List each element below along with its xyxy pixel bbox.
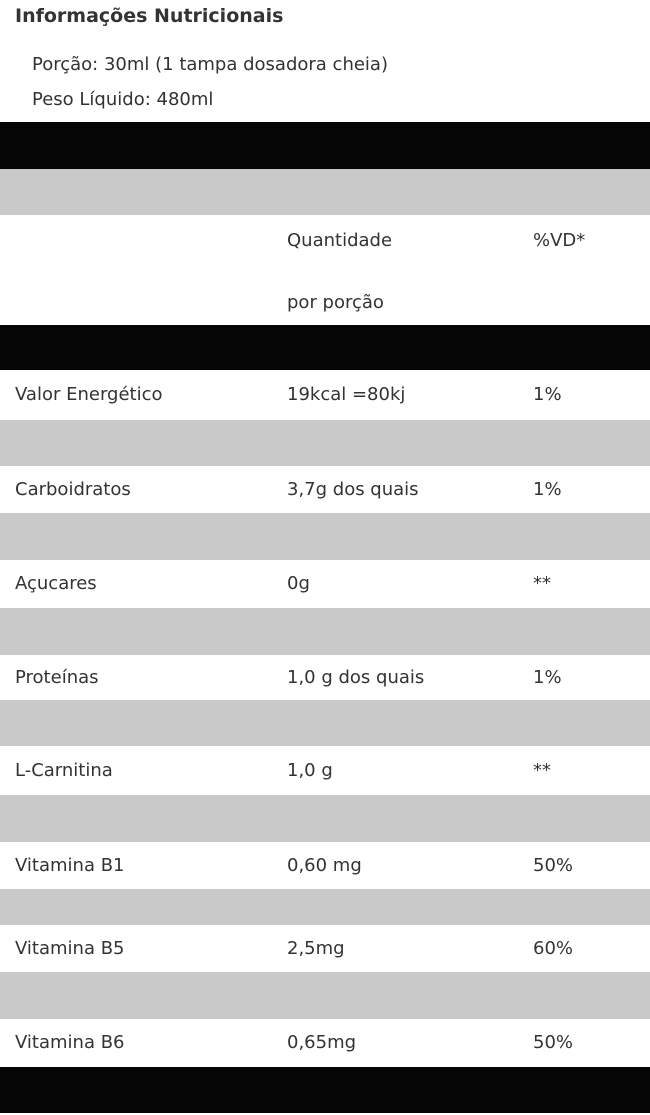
gray-band [0,420,650,466]
portion: Porção: 30ml (1 tampa dosadora cheia) [32,54,388,75]
cell-quantity: 3,7g dos quais [287,478,419,500]
black-band [0,1067,650,1113]
cell-nutrient: Carboidratos [15,478,131,500]
cell-quantity: 0,65mg [287,1032,357,1053]
cell-quantity: 0,60 mg [287,854,362,876]
col-dv: %VD* [533,230,586,251]
cell-dv: 1% [533,666,562,688]
black-band [0,122,650,169]
gray-band [0,169,650,215]
gray-band [0,889,650,925]
gray-band [0,608,650,655]
cell-nutrient: L-Carnitina [15,759,113,781]
col-quantity: Quantidade [287,230,393,251]
cell-quantity: 19kcal =80kj [287,384,406,405]
black-band [0,325,650,370]
cell-nutrient: Proteínas [15,666,99,688]
cell-nutrient: Vitamina B5 [15,937,125,959]
cell-nutrient: Vitamina B1 [15,854,125,876]
cell-quantity: 1,0 g dos quais [287,666,425,688]
gray-band [0,700,650,746]
cell-nutrient: Valor Energético [15,384,163,405]
cell-dv: 50% [533,1032,574,1053]
col-quantity: por porção [287,292,384,313]
title: Informações Nutricionais [15,5,284,27]
cell-quantity: 0g [287,573,310,594]
net-weight: Peso Líquido: 480ml [32,89,214,110]
cell-nutrient: Vitamina B6 [15,1032,125,1053]
gray-band [0,972,650,1019]
cell-quantity: 1,0 g [287,759,333,781]
cell-nutrient: Açucares [15,573,97,594]
cell-dv: 1% [533,478,562,500]
gray-band [0,513,650,560]
cell-dv: 60% [533,937,574,959]
cell-dv: 50% [533,854,574,876]
cell-dv: ** [533,573,551,594]
cell-dv: 1% [533,384,562,405]
cell-quantity: 2,5mg [287,937,345,959]
cell-dv: ** [533,759,551,781]
gray-band [0,795,650,842]
